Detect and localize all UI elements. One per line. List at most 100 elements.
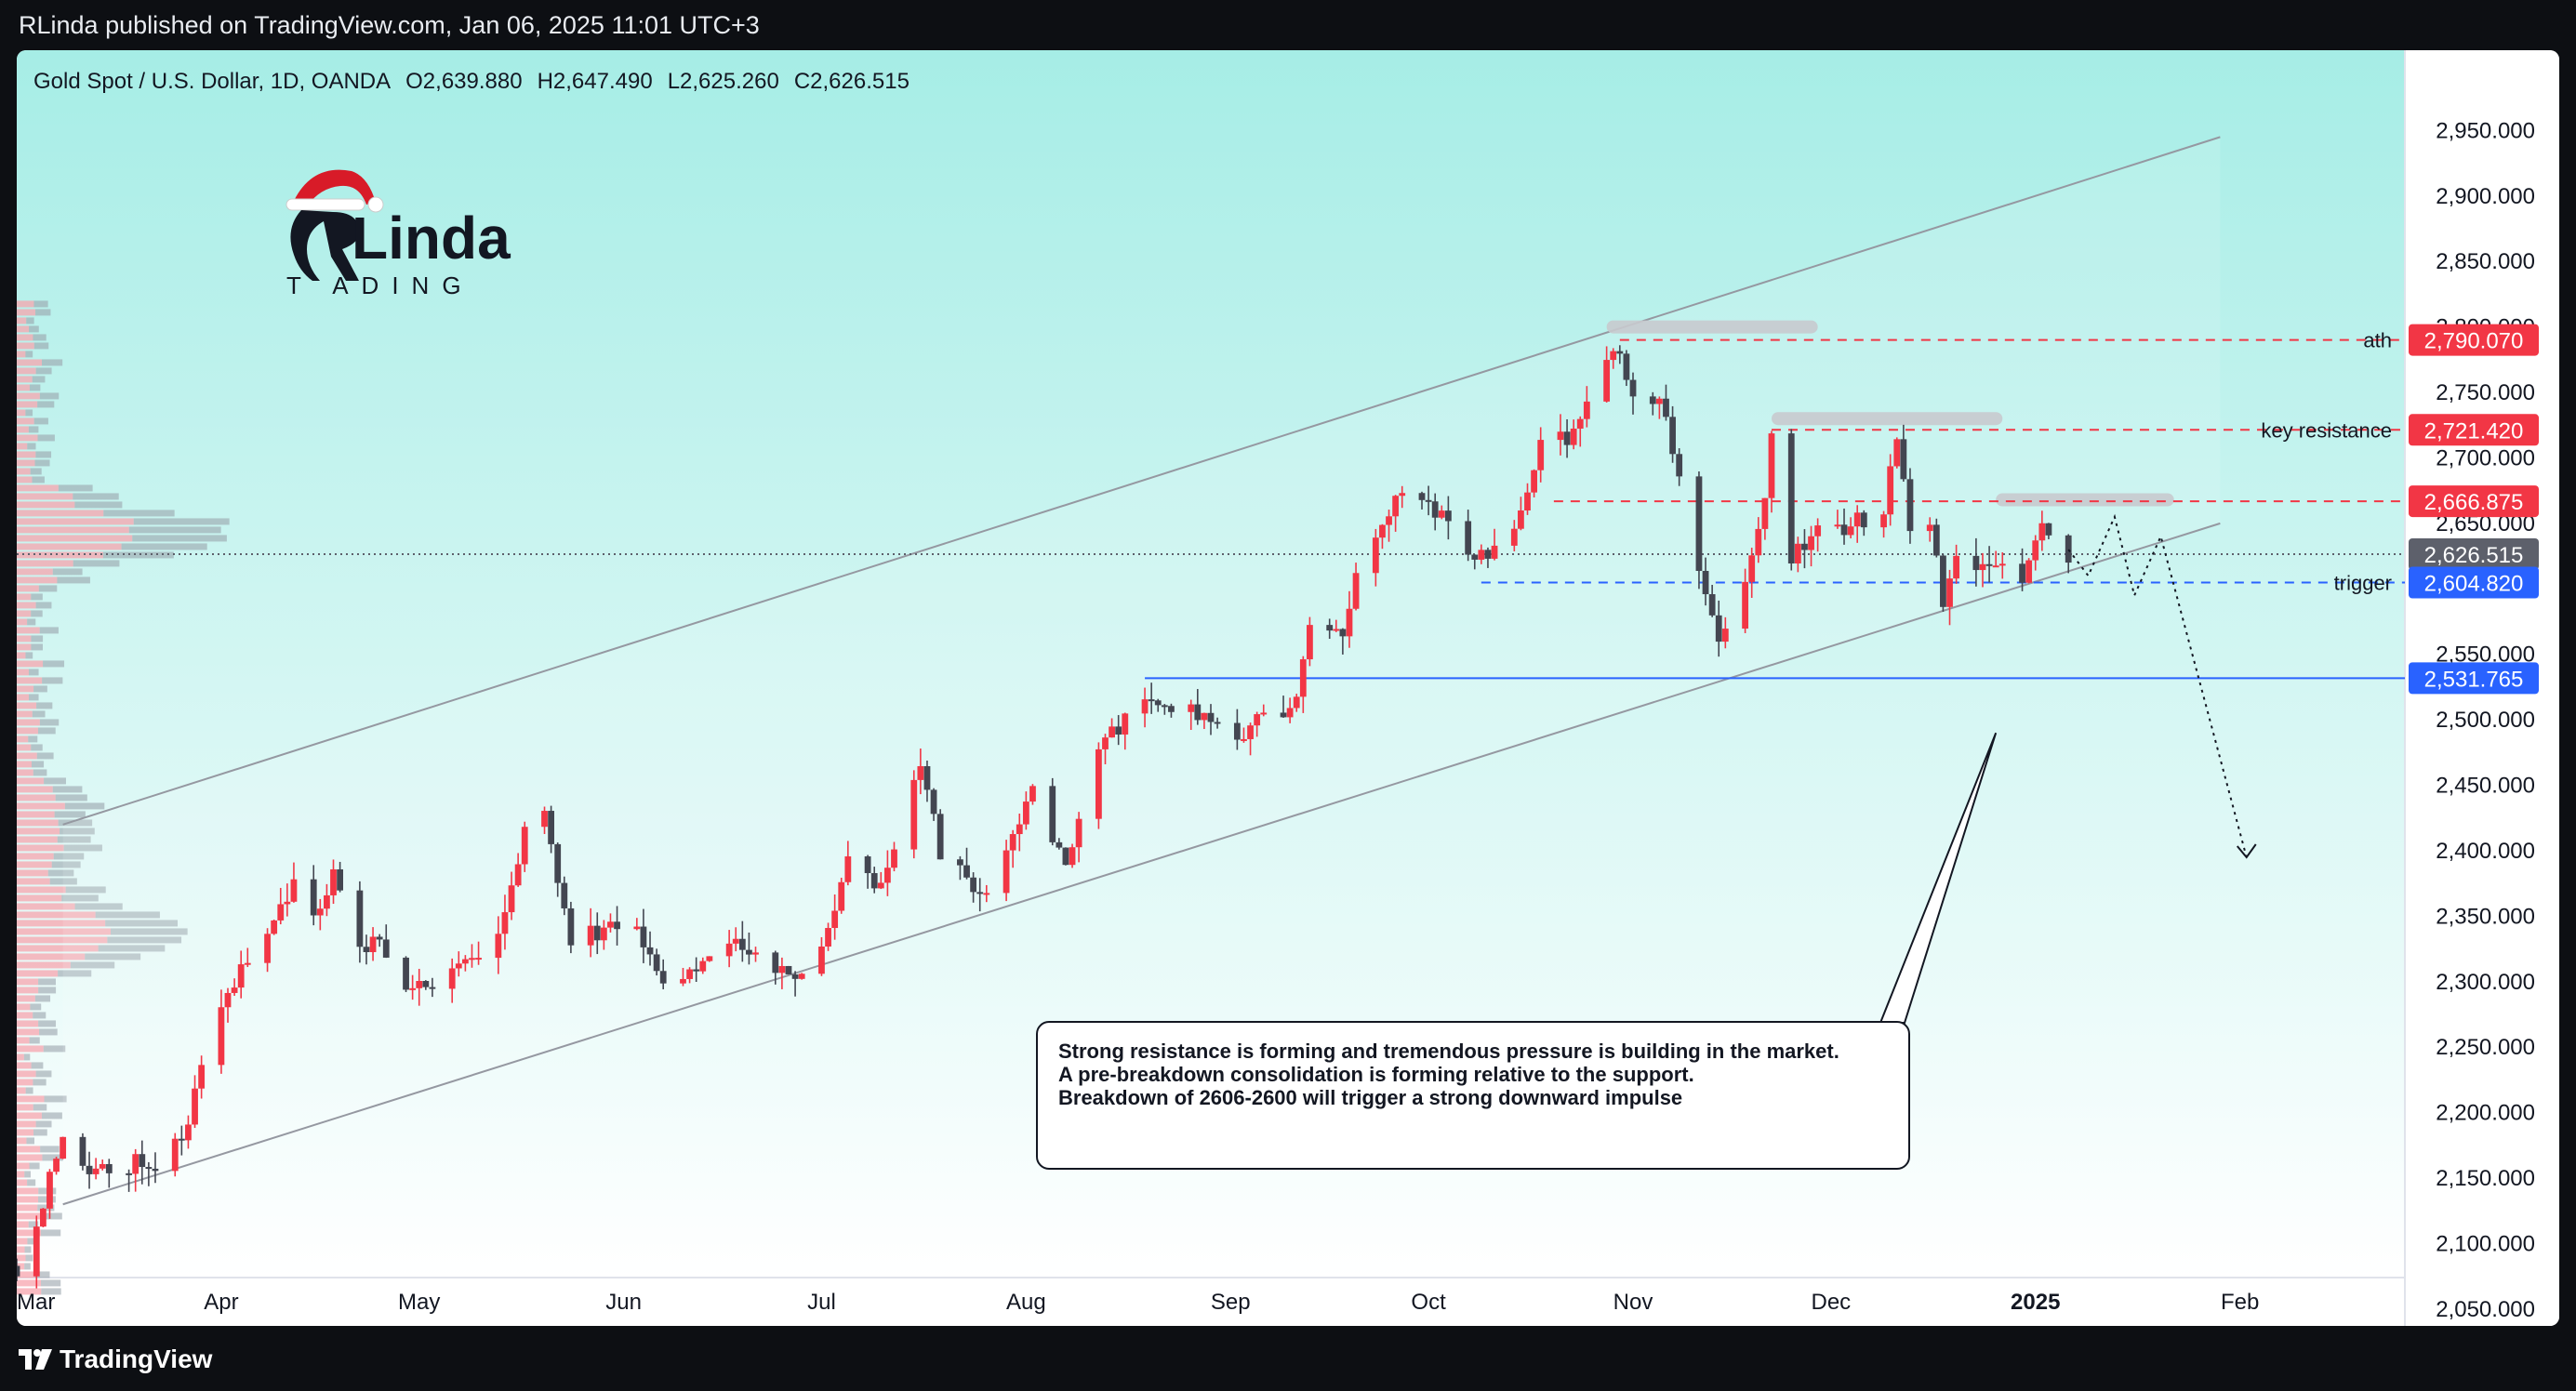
profile-bar-down	[51, 861, 81, 868]
profile-bar-down	[52, 568, 83, 576]
x-tick-label: Aug	[1006, 1290, 1046, 1315]
volume-profile	[17, 300, 230, 1295]
profile-bar-down	[38, 978, 56, 986]
channel-lower-line[interactable]	[62, 522, 2221, 1206]
candle-body	[732, 938, 739, 944]
candle-body	[284, 901, 291, 905]
candle-body	[271, 920, 278, 934]
profile-bar-down	[41, 1288, 61, 1295]
ohlc-low: L2,625.260	[667, 69, 779, 94]
profile-bar-down	[40, 1146, 60, 1153]
candle-body	[455, 963, 462, 969]
profile-bar-up	[17, 1154, 43, 1161]
candle-body	[593, 925, 601, 941]
candle-body	[171, 1138, 179, 1172]
candle-body	[356, 890, 364, 947]
candle-body	[416, 981, 423, 988]
profile-bar-down	[28, 669, 39, 676]
candle-body	[864, 856, 871, 874]
candle-body	[706, 956, 713, 961]
candle-body	[17, 1265, 20, 1277]
candle-body	[693, 969, 700, 972]
candle-body	[1141, 699, 1149, 714]
profile-bar-up	[17, 551, 103, 559]
candle-body	[936, 814, 944, 860]
profile-bar-up	[17, 451, 36, 458]
candle-body	[554, 843, 562, 883]
candle-body	[923, 766, 931, 790]
candle-body	[1610, 351, 1617, 361]
profile-bar-down	[31, 610, 43, 617]
candle-body	[1537, 440, 1545, 470]
profile-bar-down	[42, 359, 63, 366]
profile-bar-up	[17, 903, 75, 910]
price-badge-label: 2,790.070	[2424, 329, 2524, 354]
candle-body	[548, 811, 555, 844]
profile-bar-up	[17, 710, 33, 718]
candle-body	[818, 946, 825, 974]
candle-body	[1940, 555, 1946, 607]
candle-body	[891, 849, 897, 868]
profile-bar-down	[34, 995, 51, 1002]
candle-body	[2038, 523, 2046, 541]
time-axis[interactable]: Mar Apr May Jun Jul Aug Sep Oct Nov Dec 2025 Feb	[17, 1290, 2259, 1315]
profile-bar-down	[36, 752, 54, 760]
profile-bar-up	[17, 1120, 36, 1128]
profile-bar-down	[37, 401, 55, 408]
candle-body	[1484, 550, 1492, 559]
price-badge	[2409, 566, 2539, 599]
candle-body	[521, 827, 528, 865]
resistance-zone[interactable]	[1996, 493, 2174, 507]
channel-upper-line[interactable]	[62, 136, 2221, 826]
candle-body	[1992, 565, 1999, 568]
profile-bar-up	[17, 468, 31, 475]
profile-bar-up	[17, 510, 104, 517]
candle-body	[738, 938, 746, 950]
candle-body	[1946, 578, 1953, 607]
candle-body	[1214, 722, 1221, 724]
price-chart[interactable]: ath key resistance trigger 2,950.000 2,900.…	[17, 50, 2559, 1326]
profile-bar-down	[57, 576, 90, 584]
candle-body	[1932, 524, 1940, 556]
profile-bar-down	[23, 1053, 31, 1061]
candle-body	[1491, 545, 1498, 559]
price-badge	[2409, 414, 2539, 446]
profile-bar-down	[35, 1120, 52, 1128]
profile-bar-up	[17, 844, 64, 852]
profile-bar-down	[98, 945, 166, 952]
profile-bar-up	[17, 1212, 42, 1220]
price-levels[interactable]: ath key resistance trigger	[17, 329, 2405, 680]
candle-body	[1201, 712, 1208, 721]
resistance-zone[interactable]	[1771, 412, 2003, 426]
candle-body	[1531, 470, 1538, 493]
price-badge	[2409, 537, 2539, 570]
candle-body	[785, 965, 792, 974]
candle-body	[1194, 704, 1202, 721]
projection-path[interactable]	[2067, 513, 2257, 859]
profile-bar-up	[17, 894, 62, 902]
resistance-zone[interactable]	[1606, 320, 1818, 334]
profile-bar-down	[27, 1238, 36, 1245]
x-tick-label: Feb	[2221, 1290, 2259, 1315]
tradingview-brand[interactable]: TradingView	[19, 1345, 212, 1374]
candle-body	[290, 879, 298, 902]
profile-bar-up	[17, 978, 39, 986]
profile-bar-down	[55, 794, 87, 801]
resistance-zones[interactable]	[1606, 320, 2174, 507]
symbol-legend[interactable]: Gold Spot / U.S. Dollar, 1D, OANDA O2,63…	[33, 69, 910, 95]
candle-body	[2019, 563, 2025, 583]
profile-bar-down	[27, 443, 36, 450]
profile-bar-up	[17, 995, 35, 1002]
chart-pane[interactable]: ath key resistance trigger 2,950.000 2,900.…	[17, 50, 2559, 1326]
profile-bar-down	[37, 434, 55, 442]
profile-bar-down	[42, 1154, 63, 1161]
profile-bar-up	[17, 1053, 24, 1061]
projection-line[interactable]	[2067, 513, 2248, 858]
candle-body	[1444, 510, 1452, 522]
candle-body	[501, 912, 509, 934]
candle-body	[1583, 401, 1590, 419]
candle-body	[1721, 629, 1729, 643]
candle-body	[957, 859, 963, 866]
candle-body	[1524, 492, 1531, 511]
profile-bar-down	[44, 777, 66, 785]
